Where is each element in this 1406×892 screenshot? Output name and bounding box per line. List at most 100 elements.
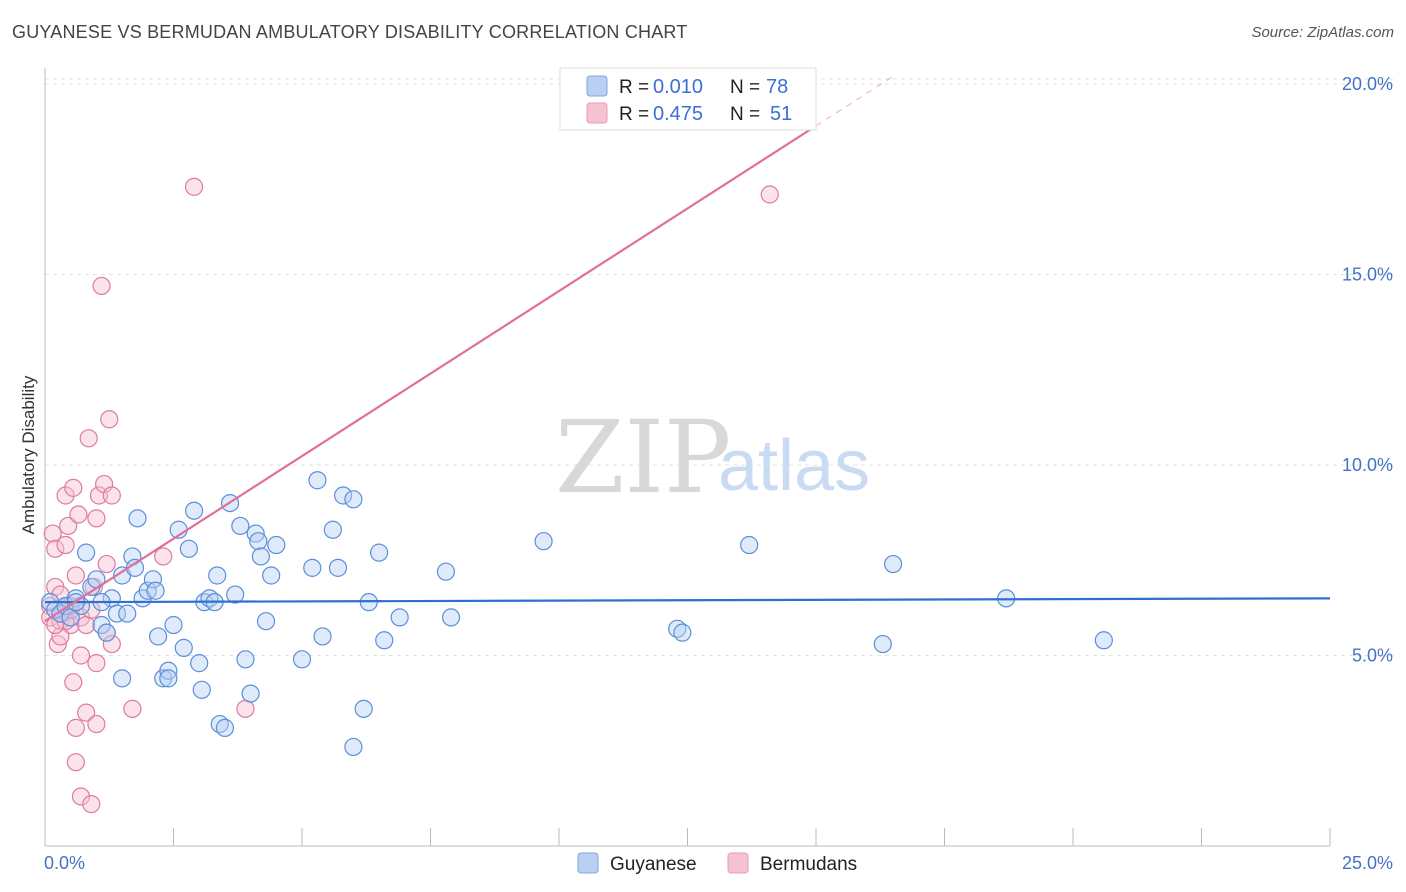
- bermudans-point-44: [760, 185, 779, 204]
- bermudans-point-48: [51, 627, 70, 646]
- source-label: Source: ZipAtlas.com: [1251, 24, 1394, 41]
- guyanese-point-30: [184, 501, 204, 520]
- chart-title: GUYANESE VS BERMUDAN AMBULATORY DISABILI…: [12, 22, 688, 42]
- guyanese-point-47: [256, 612, 276, 631]
- guyanese-point-68: [673, 623, 692, 642]
- y-tick-label-0: 5.0%: [1352, 646, 1393, 666]
- bermudans-trend-line: [44, 124, 817, 623]
- guyanese-point-43: [241, 684, 260, 703]
- guyanese-point-53: [313, 627, 332, 646]
- guyanese-point-70: [873, 634, 892, 654]
- guyanese-point-57: [344, 490, 363, 509]
- guyanese-point-52: [308, 471, 327, 490]
- bermudans-point-22: [71, 787, 91, 806]
- bermudans-point-33: [92, 276, 111, 296]
- bermudans-point-23: [77, 615, 96, 635]
- bermudans-point-41: [154, 547, 173, 566]
- guyanese-point-7: [77, 543, 96, 562]
- bottom-legend-bermudans: Bermudans: [760, 854, 857, 875]
- stats-legend: R = 0.010 N = 78 R = 0.475 N = 51: [559, 67, 817, 131]
- bermudans-point-15: [64, 673, 83, 692]
- x-tick-label-max: 25.0%: [1342, 853, 1393, 873]
- guyanese-trend-line: [44, 597, 1331, 604]
- guyanese-point-23: [148, 627, 168, 646]
- guyanese-point-11: [97, 623, 116, 642]
- bermudans-point-16: [66, 566, 85, 585]
- bermudans-point-29: [87, 654, 106, 673]
- legend-r-bermudans: 0.475: [653, 103, 703, 125]
- watermark-zip: ZIP: [555, 399, 731, 516]
- guyanese-point-31: [190, 654, 209, 673]
- guyanese-point-46: [251, 547, 270, 566]
- bottom-swatch-guyanese: [577, 852, 599, 874]
- bermudans-point-32: [89, 486, 109, 505]
- guyanese-point-45: [249, 532, 268, 551]
- guyanese-point-50: [292, 650, 312, 669]
- guyanese-point-74: [112, 669, 132, 688]
- bermudans-point-30: [87, 714, 106, 734]
- bermudans-trend-extension: [815, 75, 894, 127]
- bermudans-point-18: [66, 753, 85, 772]
- y-tick-label-1: 10.0%: [1342, 455, 1393, 475]
- bermudans-point-21: [71, 646, 91, 665]
- guyanese-point-22: [146, 581, 165, 600]
- guyanese-point-75: [159, 669, 178, 688]
- bermudans-point-10: [56, 535, 75, 555]
- legend-n-label-guyanese: N =: [730, 77, 760, 98]
- guyanese-point-25: [159, 661, 178, 680]
- x-tick-label-min: 0.0%: [44, 853, 85, 873]
- guyanese-point-49: [267, 535, 286, 555]
- guyanese-point-15: [118, 604, 137, 623]
- guyanese-point-51: [303, 558, 322, 577]
- guyanese-point-64: [436, 562, 456, 581]
- guyanese-point-54: [323, 520, 342, 539]
- guyanese-point-20: [138, 581, 157, 600]
- bermudans-point-39: [102, 634, 121, 654]
- guyanese-point-36: [208, 566, 227, 585]
- bermudans-point-14: [64, 478, 83, 497]
- bermudans-point-11: [59, 516, 78, 536]
- guyanese-point-13: [107, 604, 127, 623]
- guyanese-point-66: [534, 532, 553, 551]
- guyanese-point-63: [390, 608, 409, 627]
- watermark-atlas: atlas: [718, 426, 870, 506]
- y-axis-label: Ambulatory Disability: [19, 375, 38, 534]
- bermudans-point-25: [79, 429, 98, 448]
- guyanese-point-48: [262, 566, 281, 585]
- bermudans-point-42: [184, 177, 204, 196]
- bermudans-point-17: [66, 718, 85, 737]
- bermudans-point-9: [56, 486, 75, 505]
- guyanese-point-56: [334, 486, 353, 505]
- bermudans-point-24: [77, 703, 96, 722]
- guyanese-point-21: [143, 570, 163, 589]
- guyanese-point-69: [740, 535, 759, 555]
- legend-n-bermudans: 51: [770, 103, 792, 125]
- guyanese-point-58: [354, 699, 373, 718]
- series-legend: Guyanese Bermudans: [577, 852, 857, 875]
- legend-n-label-bermudans: N =: [730, 104, 760, 125]
- legend-r-label-guyanese: R =: [619, 77, 649, 98]
- legend-r-guyanese: 0.010: [653, 76, 703, 98]
- bermudans-point-3: [46, 539, 65, 558]
- guyanese-point-29: [179, 539, 199, 558]
- bottom-swatch-bermudans: [727, 852, 749, 874]
- guyanese-point-32: [192, 680, 211, 699]
- y-tick-label-3: 20.0%: [1342, 74, 1393, 94]
- legend-r-label-bermudans: R =: [619, 104, 649, 125]
- guyanese-point-28: [174, 638, 193, 657]
- bermudans-point-43: [236, 699, 255, 718]
- legend-swatch-bermudans: [586, 102, 608, 124]
- bermudans-point-2: [43, 524, 62, 543]
- bermudans-point-26: [82, 794, 101, 814]
- bermudans-point-19: [69, 505, 88, 524]
- guyanese-point-38: [215, 718, 234, 737]
- guyanese-point-42: [236, 650, 255, 669]
- guyanese-point-73: [1094, 631, 1113, 650]
- guyanese-point-18: [128, 509, 147, 528]
- guyanese-point-62: [375, 631, 394, 650]
- bermudans-point-40: [123, 699, 142, 718]
- axes: [44, 68, 1331, 847]
- bottom-legend-guyanese: Guyanese: [610, 854, 697, 875]
- bermudans-point-37: [100, 410, 119, 429]
